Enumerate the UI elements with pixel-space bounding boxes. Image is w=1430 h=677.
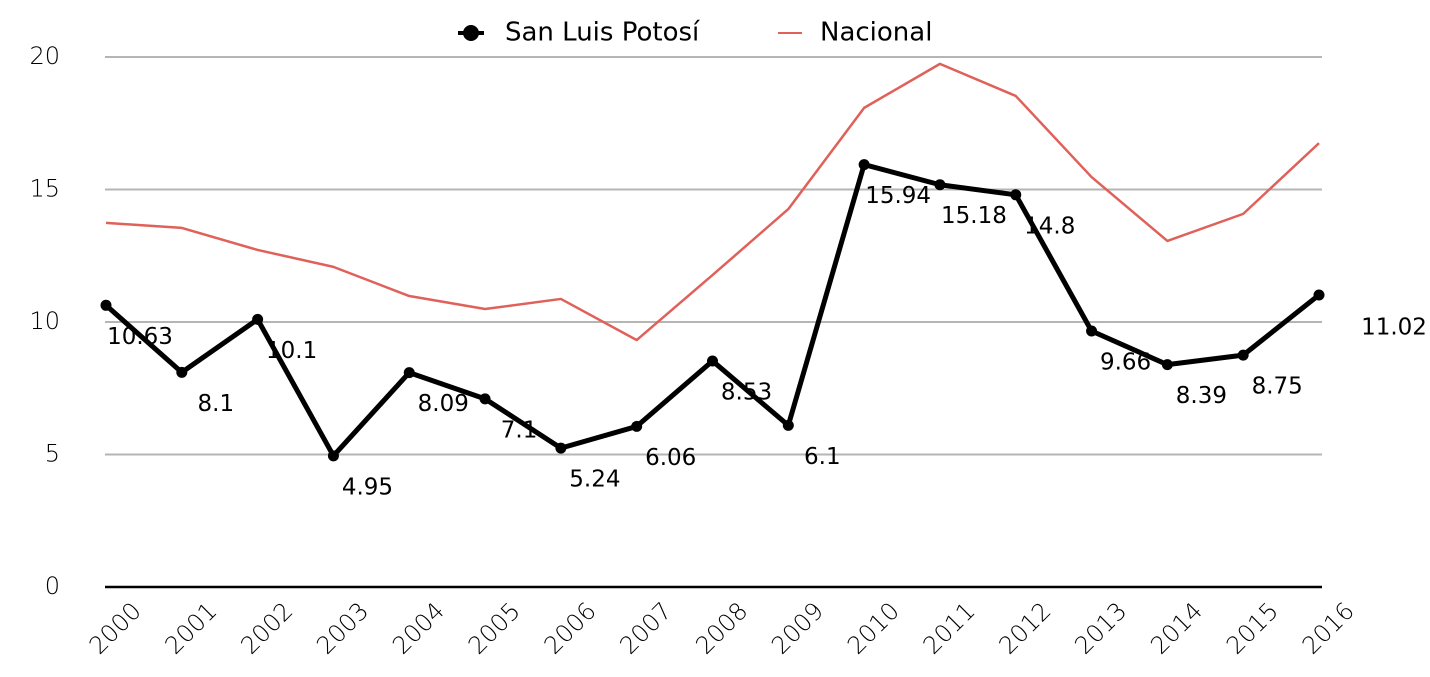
data-point <box>858 159 870 171</box>
data-point <box>100 299 112 311</box>
data-label: 6.06 <box>645 445 696 471</box>
x-tick-label: 2002 <box>235 597 298 660</box>
data-point <box>934 179 946 191</box>
y-tick-label: 10 <box>29 307 60 335</box>
legend-label: Nacional <box>820 18 932 48</box>
data-point <box>1086 325 1098 337</box>
data-label: 4.95 <box>342 474 393 500</box>
x-tick-label: 2007 <box>614 597 677 660</box>
data-label: 8.09 <box>418 391 469 417</box>
data-label: 15.18 <box>941 203 1007 229</box>
y-tick-label: 15 <box>29 175 60 203</box>
data-point <box>555 442 567 454</box>
data-label: 15.94 <box>865 183 931 209</box>
data-point <box>707 355 718 367</box>
data-label: 8.1 <box>198 391 235 417</box>
data-point <box>1237 349 1249 361</box>
data-label: 9.66 <box>1100 350 1151 376</box>
y-tick-label: 5 <box>45 440 60 468</box>
data-point <box>327 450 339 462</box>
data-point <box>1010 189 1022 201</box>
data-point <box>479 393 491 405</box>
data-label: 8.53 <box>721 379 772 405</box>
legend: San Luis Potosí Nacional <box>458 18 932 48</box>
legend-swatch <box>463 25 479 41</box>
x-tick-label: 2012 <box>994 597 1057 660</box>
x-tick-label: 2005 <box>463 597 526 660</box>
data-label: 11.02 <box>1361 314 1427 340</box>
data-label: 8.39 <box>1176 383 1227 409</box>
y-tick-label: 0 <box>45 572 60 600</box>
data-point <box>176 366 188 378</box>
data-point <box>782 419 794 431</box>
x-tick-label: 2003 <box>311 597 374 660</box>
data-point <box>1161 359 1173 371</box>
x-tick-label: 2016 <box>1297 597 1360 660</box>
x-tick-label: 2010 <box>842 597 905 660</box>
legend-label: San Luis Potosí <box>505 18 700 48</box>
x-tick-label: 2001 <box>160 597 223 660</box>
data-label: 10.1 <box>266 338 317 364</box>
y-tick-label: 20 <box>29 42 60 70</box>
x-tick-label: 2004 <box>387 597 450 660</box>
x-tick-label: 2000 <box>84 597 147 660</box>
data-point <box>631 420 643 432</box>
x-tick-label: 2013 <box>1069 597 1132 660</box>
x-tick-label: 2014 <box>1145 597 1208 660</box>
data-label: 10.63 <box>107 324 173 350</box>
x-tick-label: 2011 <box>918 597 981 660</box>
data-point <box>252 313 264 325</box>
x-tick-label: 2015 <box>1221 597 1284 660</box>
data-point <box>1313 289 1325 301</box>
data-label: 5.24 <box>569 467 620 493</box>
x-tick-label: 2008 <box>690 597 753 660</box>
x-tick-label: 2006 <box>539 597 602 660</box>
data-label: 14.8 <box>1024 213 1075 239</box>
data-label: 7.1 <box>501 417 538 443</box>
x-tick-label: 2009 <box>766 597 829 660</box>
series-line <box>104 162 1321 459</box>
data-label: 6.1 <box>804 444 841 470</box>
data-point <box>403 367 415 379</box>
data-label: 8.75 <box>1252 374 1303 400</box>
series-line <box>105 62 1320 342</box>
